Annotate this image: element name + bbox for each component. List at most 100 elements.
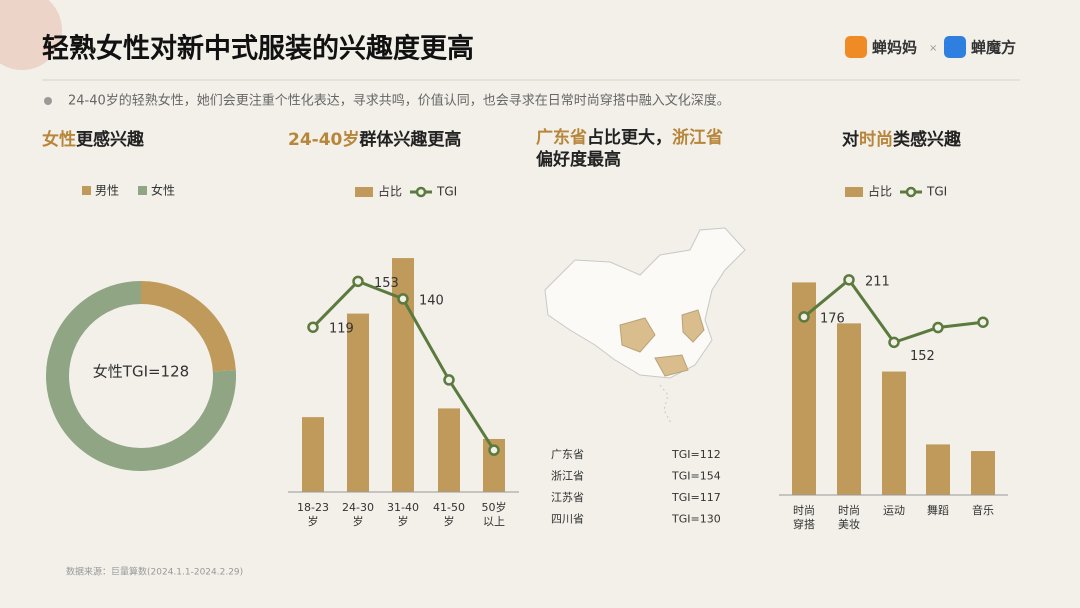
x-tick-label: 50岁以上 — [482, 500, 507, 528]
x-tick-line: 31-40 — [387, 501, 419, 514]
x-tick-line: 时尚 — [793, 503, 815, 517]
brand-logo — [944, 36, 966, 58]
title-part: 群体兴趣更高 — [359, 129, 461, 150]
x-tick-label: 41-50 岁 — [433, 501, 465, 528]
decor — [0, 0, 62, 70]
x-tick-line: 岁 — [353, 514, 364, 528]
region — [681, 309, 705, 343]
x-tick-line: 岁 — [398, 514, 409, 528]
x-tick-label: 24-30 岁 — [342, 501, 374, 528]
x-tick-label: 时尚穿搭 — [793, 503, 815, 531]
table-cell: TGI=154 — [671, 470, 721, 483]
table-cell: TGI=117 — [671, 491, 721, 504]
x-tick-label: 时尚美妆 — [838, 503, 860, 531]
map — [544, 227, 746, 426]
x-tick-line: 50岁 — [482, 500, 507, 514]
legend-marker — [905, 186, 917, 198]
bar — [882, 371, 906, 495]
title-part: 对 — [842, 129, 859, 150]
brand-logo — [845, 36, 867, 58]
x-tick-line: 41-50 — [433, 501, 465, 514]
legend-swatch — [138, 186, 147, 195]
table-cell: 江苏省 — [551, 491, 584, 504]
line-marker — [888, 336, 900, 349]
x-tick-label: 音乐 — [972, 503, 994, 517]
islands — [659, 384, 673, 426]
data-label: 153 — [374, 276, 399, 291]
legend-swatch — [845, 187, 863, 197]
legend-label: 占比 — [868, 184, 892, 199]
line-marker — [397, 293, 409, 305]
panel-title: 偏好度最高 — [536, 149, 621, 170]
center-label: 女性TGI=128 — [93, 363, 189, 381]
brand: 蝉妈妈 — [872, 39, 917, 57]
line-marker — [932, 321, 944, 334]
x-tick-label: 舞蹈 — [927, 504, 949, 517]
title-part: 广东省 — [536, 127, 587, 148]
legend-label: TGI — [926, 185, 947, 199]
panel-title: 广东省占比更大，浙江省 — [536, 127, 723, 148]
data-label: 140 — [419, 293, 444, 308]
line-marker — [307, 321, 319, 333]
x-tick-line: 岁 — [308, 514, 319, 528]
x-tick-line: 时尚 — [838, 503, 860, 517]
line-marker — [798, 311, 810, 323]
donut-segment — [46, 281, 236, 471]
donut-segment — [140, 281, 236, 372]
bar — [347, 313, 369, 492]
x-tick-line: 24-30 — [342, 501, 374, 514]
source: 数据来源：巨量算数(2024.1.1-2024.2.29) — [66, 566, 243, 578]
legend-label: 女性 — [151, 183, 175, 198]
region — [654, 354, 689, 377]
data-label: 119 — [329, 322, 354, 337]
x-tick-label: 运动 — [883, 504, 905, 517]
panel-title: 女性更感兴趣 — [42, 129, 145, 150]
x-tick-line: 穿搭 — [793, 517, 815, 531]
bar — [971, 451, 995, 495]
legend-swatch — [82, 186, 91, 195]
table-cell: 广东省 — [551, 448, 584, 461]
bar — [302, 417, 324, 492]
x-tick-label: 18-23 岁 — [297, 501, 329, 528]
bar — [926, 444, 950, 495]
panel-title: 对时尚类感兴趣 — [842, 129, 962, 150]
x-tick-line: 音乐 — [972, 503, 994, 517]
legend-label: TGI — [436, 185, 457, 199]
panel-title: 24-40岁群体兴趣更高 — [288, 129, 461, 150]
x-tick-line: 美妆 — [838, 518, 860, 531]
title-part: 浙江省 — [672, 127, 723, 148]
line-marker — [843, 274, 855, 286]
x-tick-line: 18-23 — [297, 501, 329, 514]
title-part: 女性 — [42, 129, 76, 150]
title-part: 更感兴趣 — [76, 129, 145, 150]
table-cell: TGI=130 — [671, 513, 721, 526]
line-marker — [352, 275, 364, 288]
brand: 蝉魔方 — [971, 39, 1016, 57]
bullet-dot — [44, 97, 52, 105]
title-part: 类感兴趣 — [893, 129, 962, 150]
x-tick-line: 岁 — [444, 514, 455, 528]
title-part: 偏好度最高 — [536, 149, 621, 170]
table-cell: 浙江省 — [551, 470, 584, 483]
legend-label: 占比 — [378, 184, 402, 199]
bar — [438, 408, 460, 492]
legend-swatch — [355, 187, 373, 197]
legend-marker — [415, 186, 427, 198]
x-tick-label: 31-40 岁 — [387, 501, 419, 528]
title-part: 24-40岁 — [288, 129, 359, 150]
data-label: 176 — [820, 311, 845, 326]
line-marker — [488, 444, 500, 456]
x-tick-line: 以上 — [483, 515, 505, 528]
legend-label: 男性 — [95, 184, 119, 198]
table-cell: 四川省 — [551, 513, 584, 526]
separator: × — [929, 43, 937, 54]
x-tick-line: 运动 — [883, 504, 905, 517]
data-label: 152 — [910, 349, 935, 364]
data-label: 211 — [865, 274, 890, 289]
bar — [483, 438, 505, 492]
line-marker — [977, 316, 989, 328]
bar — [392, 258, 414, 492]
bar — [837, 323, 861, 495]
line-marker — [443, 374, 455, 386]
